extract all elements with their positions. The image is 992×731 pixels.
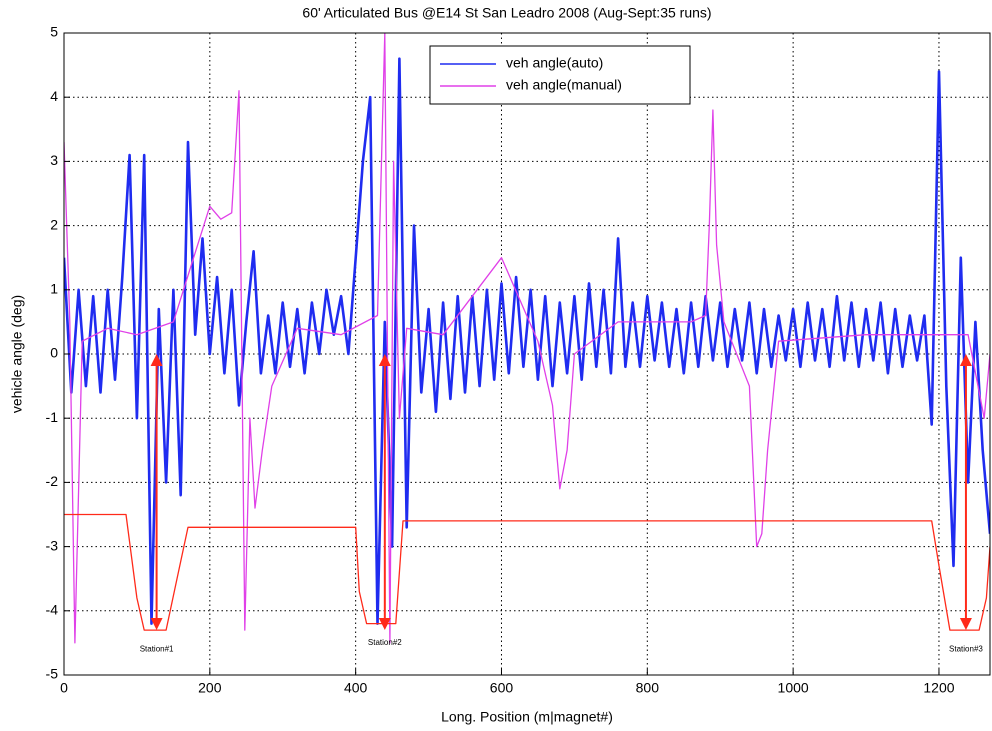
legend: veh angle(auto) veh angle(manual) bbox=[429, 45, 691, 105]
y-tick-label: -4 bbox=[46, 602, 59, 618]
plot-area bbox=[64, 33, 990, 675]
y-tick-label: 5 bbox=[50, 24, 58, 40]
station-label: Station#1 bbox=[140, 644, 174, 653]
y-tick-label: 4 bbox=[50, 88, 58, 104]
arrow-head bbox=[378, 354, 391, 366]
x-tick-label: 1200 bbox=[923, 680, 954, 696]
arrow-head bbox=[378, 618, 391, 631]
legend-label: veh angle(auto) bbox=[506, 55, 603, 71]
x-tick-label: 200 bbox=[198, 680, 222, 696]
y-tick-label: 0 bbox=[50, 345, 58, 361]
x-tick-label: 0 bbox=[60, 680, 68, 696]
x-tick-label: 1000 bbox=[778, 680, 809, 696]
arrow-head bbox=[959, 354, 972, 366]
arrow-head bbox=[959, 618, 972, 631]
y-tick-label: 3 bbox=[50, 152, 58, 168]
x-tick-label: 400 bbox=[344, 680, 368, 696]
arrow-head bbox=[150, 354, 163, 366]
station-label: Station#2 bbox=[368, 638, 402, 647]
axes-box bbox=[63, 32, 991, 676]
arrow-head bbox=[150, 618, 163, 631]
y-tick-label: 2 bbox=[50, 216, 58, 232]
y-tick-label: -3 bbox=[46, 537, 59, 553]
legend-label: veh angle(manual) bbox=[506, 77, 622, 93]
x-tick-label: 800 bbox=[636, 680, 660, 696]
chart-title: 60' Articulated Bus @E14 St San Leadro 2… bbox=[302, 5, 711, 21]
series-line bbox=[64, 33, 990, 644]
station-label: Station#3 bbox=[949, 644, 983, 653]
y-tick-label: -2 bbox=[46, 473, 59, 489]
legend-box bbox=[429, 45, 691, 105]
series-line bbox=[64, 57, 990, 625]
y-axis-label: vehicle angle (deg) bbox=[9, 295, 25, 413]
y-tick-label: -1 bbox=[46, 409, 59, 425]
x-axis-label: Long. Position (m|magnet#) bbox=[441, 709, 613, 725]
y-tick-label: -5 bbox=[46, 666, 59, 682]
series-line bbox=[64, 513, 990, 631]
y-tick-label: 1 bbox=[50, 281, 58, 297]
x-tick-label: 600 bbox=[490, 680, 514, 696]
